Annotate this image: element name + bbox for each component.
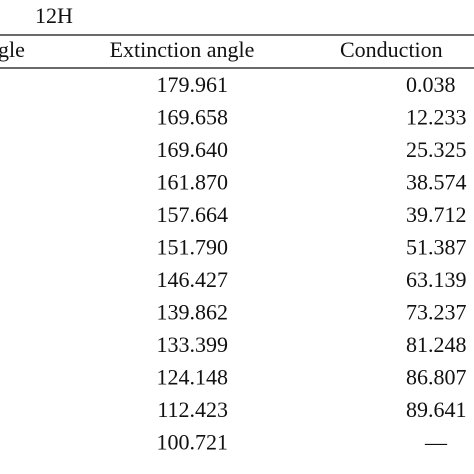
cell: 89.641 — [406, 397, 467, 422]
cell: 161.870 — [157, 170, 229, 195]
cell: 12.233 — [406, 105, 467, 130]
cell: 139.862 — [157, 300, 229, 325]
cell: 73.237 — [406, 300, 467, 325]
cell: 146.427 — [157, 267, 229, 292]
cell: 86.807 — [406, 365, 467, 390]
cell: 133.399 — [157, 332, 229, 357]
cell: 63.139 — [406, 267, 467, 292]
column-header: Extinction angle — [110, 37, 255, 62]
column-header: Conduction — [340, 37, 443, 62]
cell: 100.721 — [157, 430, 229, 455]
cell: 25.325 — [406, 137, 467, 162]
cell: 179.961 — [157, 72, 229, 97]
cell: 151.790 — [157, 235, 229, 260]
cell: 169.658 — [157, 105, 229, 130]
cell: 169.640 — [157, 137, 229, 162]
cell: 124.148 — [157, 365, 229, 390]
column-header: gle — [0, 37, 25, 62]
cell: 51.387 — [406, 235, 467, 260]
group-label: 12H — [35, 3, 73, 28]
cell: 112.423 — [157, 397, 228, 422]
cell: 39.712 — [406, 202, 467, 227]
cell: 157.664 — [157, 202, 229, 227]
cell: — — [424, 430, 448, 455]
cell: 0.038 — [406, 72, 456, 97]
cell: 38.574 — [406, 170, 467, 195]
cell: 81.248 — [406, 332, 467, 357]
